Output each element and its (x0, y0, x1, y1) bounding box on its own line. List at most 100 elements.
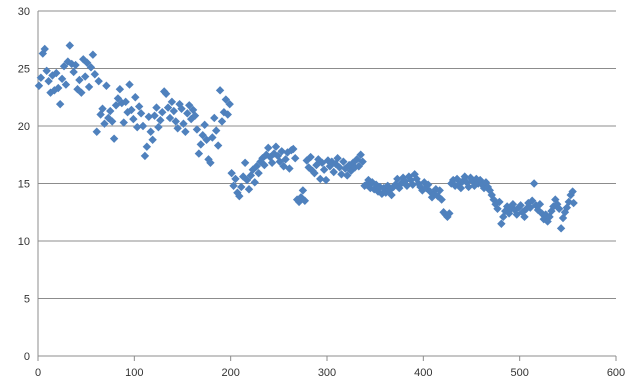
data-point (73, 85, 82, 94)
x-tick-labels: 0 100 200 300 400 500 600 (35, 367, 625, 379)
data-point (61, 80, 71, 89)
data-point (551, 195, 560, 204)
data-point (40, 44, 49, 54)
data-point (158, 108, 167, 117)
data-point (520, 212, 529, 222)
data-point (138, 121, 148, 131)
x-tick-label: 600 (607, 367, 625, 379)
data-point (94, 76, 103, 86)
data-point (82, 58, 92, 67)
data-point (152, 103, 161, 112)
data-point (456, 183, 466, 193)
data-point (86, 63, 96, 72)
data-point (177, 104, 186, 113)
data-point (210, 113, 219, 123)
data-point (111, 101, 121, 110)
data-point (466, 173, 475, 182)
data-point (279, 162, 288, 171)
axes (37, 11, 617, 361)
data-point (408, 180, 417, 189)
data-point (537, 209, 547, 218)
data-point (54, 83, 63, 93)
data-point (445, 209, 454, 218)
data-point (206, 158, 215, 167)
data-point (396, 179, 406, 188)
data-point (495, 197, 504, 207)
data-point (102, 81, 111, 90)
x-tick-label: 500 (510, 367, 528, 379)
data-point (522, 204, 531, 213)
data-point (333, 154, 342, 163)
data-point (310, 168, 319, 178)
data-point (63, 57, 73, 66)
data-point (516, 201, 525, 210)
data-point (208, 133, 217, 142)
data-point (90, 70, 100, 79)
x-tick-label: 100 (125, 367, 143, 379)
data-point (398, 173, 408, 182)
data-point (65, 41, 74, 50)
data-point (127, 105, 136, 115)
data-point (109, 134, 119, 143)
data-point (117, 98, 127, 108)
data-point (142, 142, 152, 151)
data-point (339, 157, 348, 166)
data-point (510, 205, 520, 215)
data-point (75, 75, 84, 85)
data-point (34, 81, 44, 90)
data-point (69, 67, 78, 77)
data-point (161, 89, 171, 98)
data-point (329, 167, 338, 177)
data-point (133, 122, 142, 132)
data-point (165, 113, 175, 123)
data-point (136, 109, 146, 118)
data-point (198, 131, 207, 140)
data-point (79, 55, 88, 64)
data-point (439, 208, 448, 217)
data-point (192, 125, 202, 134)
data-point (146, 127, 155, 136)
data-point (554, 204, 564, 213)
y-tick-label: 25 (18, 64, 30, 76)
data-point (533, 205, 543, 215)
data-point (215, 86, 225, 95)
data-point (225, 99, 234, 109)
data-point (512, 210, 521, 219)
data-point (59, 62, 69, 71)
data-point (242, 175, 252, 185)
data-point (121, 97, 130, 107)
data-point (148, 135, 157, 144)
data-point (217, 117, 227, 126)
data-point (156, 116, 165, 125)
data-point (92, 127, 101, 136)
y-tick-label: 10 (18, 236, 30, 248)
data-point (262, 150, 271, 159)
data-point (560, 208, 570, 217)
data-point (437, 195, 446, 204)
data-points (34, 41, 578, 233)
data-point (316, 174, 325, 184)
data-point (252, 162, 261, 171)
data-point (271, 142, 281, 151)
data-point (100, 119, 109, 128)
data-point (44, 76, 53, 86)
x-tick-label: 200 (221, 367, 239, 379)
data-point (506, 204, 516, 213)
data-point (558, 213, 568, 223)
data-point (106, 106, 115, 116)
data-point (358, 157, 367, 166)
data-point (163, 103, 173, 112)
data-point (77, 88, 86, 97)
data-point (36, 73, 46, 82)
data-point (319, 165, 329, 174)
data-point (107, 117, 117, 126)
data-point (264, 143, 273, 153)
data-point (529, 179, 539, 188)
data-point (526, 203, 535, 212)
data-point (231, 174, 240, 184)
data-point (169, 106, 179, 116)
data-point (88, 50, 98, 59)
data-point (50, 86, 59, 95)
data-point (171, 117, 180, 126)
